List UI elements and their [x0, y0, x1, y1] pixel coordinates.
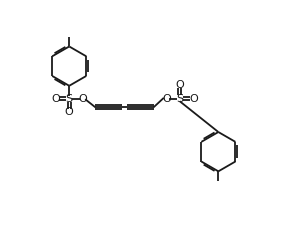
Text: S: S [66, 94, 73, 103]
Text: O: O [162, 94, 171, 103]
Text: O: O [78, 94, 87, 103]
Text: O: O [176, 80, 184, 90]
Text: O: O [65, 107, 74, 117]
Text: S: S [176, 94, 183, 103]
Text: O: O [51, 94, 60, 103]
Text: O: O [189, 94, 198, 103]
